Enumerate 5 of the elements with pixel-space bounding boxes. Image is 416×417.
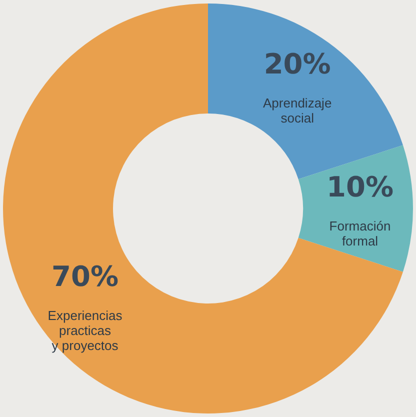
data-label: 20% — [264, 48, 331, 81]
slice-label: Formación formal — [329, 218, 391, 248]
data-label: 70% — [52, 260, 119, 293]
data-label: 10% — [326, 170, 394, 204]
slice-label: Aprendizaje social — [263, 96, 332, 126]
